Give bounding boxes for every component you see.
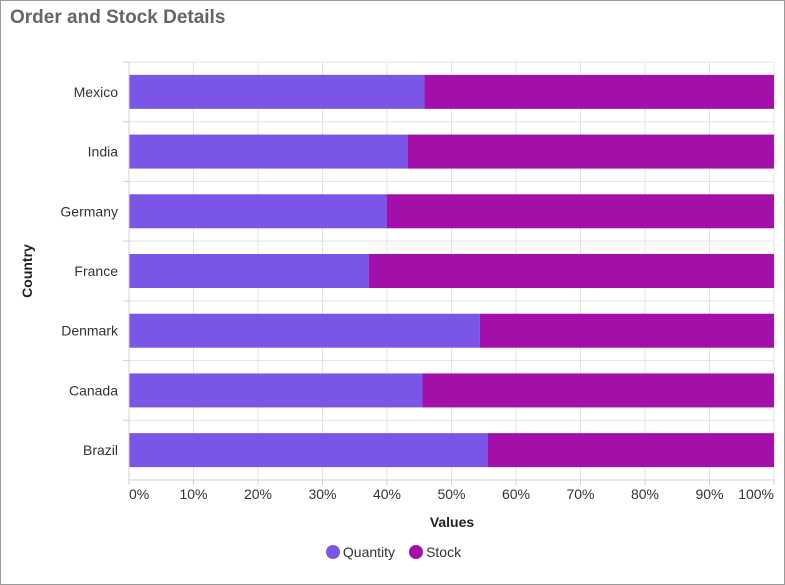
- y-axis-title: Country: [19, 244, 35, 298]
- bar-quantity-france[interactable]: [129, 254, 369, 288]
- y-tick-label: Canada: [69, 382, 118, 398]
- x-tick-label: 0%: [129, 486, 149, 502]
- x-tick-label: 50%: [437, 486, 465, 502]
- x-tick-label: 70%: [566, 486, 594, 502]
- y-tick-label: Denmark: [61, 323, 119, 339]
- bar-quantity-brazil[interactable]: [129, 433, 488, 468]
- legend-label-stock: Stock: [426, 544, 462, 560]
- x-tick-label: 60%: [502, 486, 530, 502]
- bar-stock-mexico[interactable]: [424, 74, 774, 109]
- legend-item-quantity[interactable]: Quantity: [325, 544, 396, 560]
- category-axis: Mexico India Germany France Denmark Canada Bra…: [60, 61, 130, 480]
- legend-item-stock[interactable]: Stock: [409, 544, 461, 560]
- x-tick-label: 90%: [695, 486, 723, 502]
- bar-quantity-germany[interactable]: [129, 194, 387, 229]
- bar-stock-canada[interactable]: [422, 373, 774, 408]
- y-tick-label: Brazil: [83, 442, 118, 458]
- x-tick-label: 10%: [179, 486, 207, 502]
- x-tick-label: 80%: [631, 486, 659, 502]
- bar-quantity-india[interactable]: [129, 134, 408, 169]
- chart-title: Order and Stock Details: [10, 7, 226, 28]
- value-axis: 0% 10% 20% 30% 40% 50% 60% 70% 80% 90% 100%: [128, 479, 775, 502]
- legend: Quantity Stock: [1, 544, 785, 560]
- y-tick-label: Germany: [60, 203, 118, 219]
- legend-label-quantity: Quantity: [342, 544, 396, 560]
- bar-quantity-canada[interactable]: [129, 373, 423, 408]
- bar-series: [129, 74, 774, 468]
- bar-stock-brazil[interactable]: [487, 433, 774, 468]
- bar-stock-india[interactable]: [407, 134, 774, 169]
- y-tick-label: Mexico: [74, 84, 119, 100]
- bar-stock-denmark[interactable]: [479, 313, 774, 348]
- x-tick-label: 20%: [244, 486, 272, 502]
- x-tick-label: 40%: [373, 486, 401, 502]
- bar-quantity-denmark[interactable]: [129, 313, 480, 348]
- bar-quantity-mexico[interactable]: [129, 74, 425, 109]
- y-tick-label: India: [88, 144, 119, 160]
- bar-stock-germany[interactable]: [387, 194, 774, 229]
- x-axis-title: Values: [430, 514, 475, 530]
- legend-swatch-quantity: [325, 545, 340, 559]
- y-tick-label: France: [74, 263, 118, 279]
- bar-stock-france[interactable]: [368, 254, 774, 288]
- x-tick-label: 100%: [738, 486, 774, 502]
- x-tick-label: 30%: [308, 486, 336, 502]
- legend-swatch-stock: [409, 545, 424, 559]
